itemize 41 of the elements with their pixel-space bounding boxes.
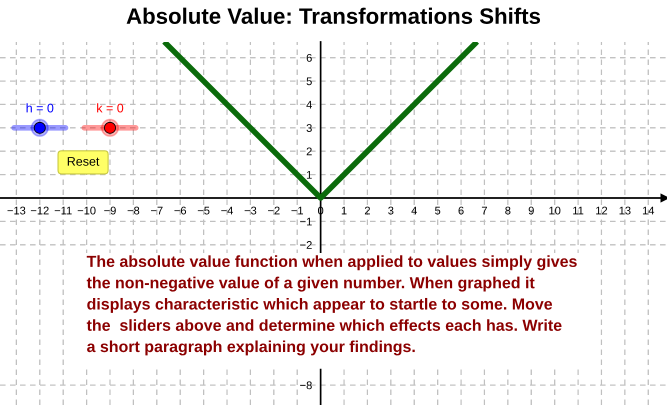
x-tick-label: 13 [620, 206, 631, 214]
annotation: The absolute value function when applied to values simply gives the non-negative value of a given number. When graphed it displays characteristic which appear to startle to some. Move the sliders above and determine which effects each has. Write a short paragraph explaining your findings. [86, 255, 577, 356]
x-tick-label: 14 [642, 206, 654, 214]
x-tick-label: −9 [104, 206, 116, 214]
annotation: h = 0 [26, 103, 54, 112]
x-tick-label: 1 [342, 206, 347, 214]
x-tick-label: 11 [573, 206, 584, 214]
annotation: k = 0 [97, 103, 124, 112]
x-tick-label: −7 [151, 206, 163, 214]
y-tick-label: 5 [306, 77, 312, 86]
y-tick-label: 2 [306, 147, 312, 156]
annotation: Reset [68, 157, 100, 166]
x-tick-label: 9 [528, 206, 534, 214]
x-tick-label: −4 [221, 206, 234, 214]
x-tick-label: −10 [78, 206, 96, 214]
x-tick-label: 7 [482, 206, 487, 214]
x-tick-label: 12 [596, 206, 608, 214]
x-tick-label: −1 [291, 206, 304, 214]
x-tick-label: 6 [458, 206, 464, 214]
x-tick-label: −3 [244, 206, 256, 214]
y-tick-label: 4 [306, 100, 312, 108]
x-tick-label: −8 [128, 206, 140, 214]
y-tick-label: 6 [306, 54, 312, 62]
y-tick-label: 3 [306, 124, 312, 132]
x-tick-label: 10 [549, 206, 560, 214]
x-tick-label: −5 [198, 206, 210, 214]
y-tick-label: −1 [300, 218, 312, 226]
chart-title: Absolute Value: Transformations Shifts [126, 8, 540, 24]
y-tick-label: −2 [300, 241, 312, 249]
y-tick-label: 1 [306, 171, 312, 179]
x-tick-label: −6 [174, 206, 186, 214]
x-tick-label: −2 [268, 206, 280, 214]
x-tick-label: 4 [411, 206, 418, 214]
x-tick-label: −13 [8, 206, 26, 214]
x-tick-label: 5 [435, 206, 440, 214]
x-tick-label: 3 [388, 206, 394, 214]
x-tick-label: 2 [364, 206, 370, 214]
x-tick-label: −12 [30, 206, 49, 214]
x-tick-label: −11 [54, 206, 72, 214]
y-tick-label: −8 [300, 381, 312, 390]
x-tick-label: 8 [505, 206, 510, 214]
